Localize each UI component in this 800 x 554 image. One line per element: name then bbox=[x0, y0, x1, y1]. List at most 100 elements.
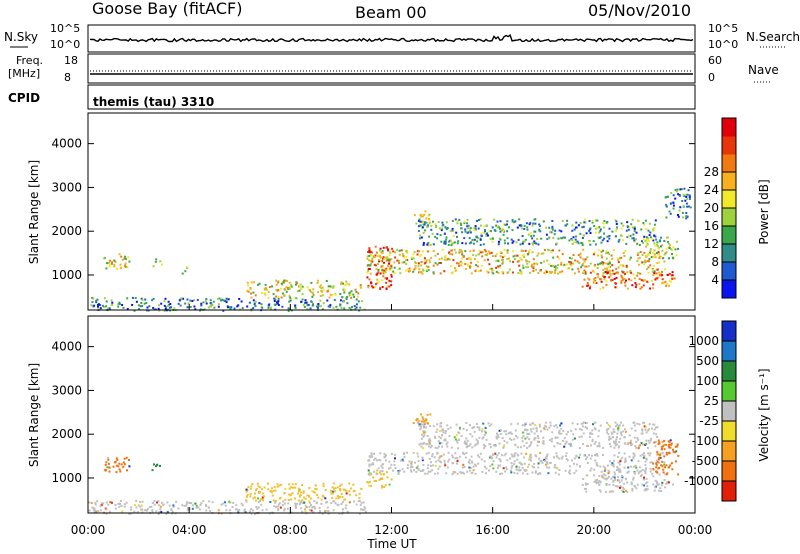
echo-cell bbox=[464, 443, 467, 446]
echo-cell bbox=[325, 509, 328, 512]
echo-cell bbox=[460, 249, 462, 252]
echo-cell bbox=[401, 458, 404, 461]
echo-cell bbox=[544, 421, 547, 424]
echo-cell bbox=[506, 258, 509, 260]
echo-cell bbox=[422, 463, 425, 466]
echo-cell bbox=[592, 474, 595, 477]
echo-cell bbox=[423, 258, 426, 261]
echo-cell bbox=[602, 222, 605, 225]
echo-cell bbox=[303, 508, 306, 511]
echo-cell bbox=[431, 469, 434, 472]
echo-cell bbox=[466, 258, 469, 260]
echo-cell bbox=[577, 270, 580, 273]
echo-cell bbox=[641, 254, 644, 256]
echo-cell bbox=[466, 225, 469, 228]
echo-cell bbox=[508, 268, 511, 271]
echo-cell bbox=[664, 466, 666, 469]
echo-cell bbox=[205, 302, 208, 305]
echo-cell bbox=[403, 470, 406, 473]
echo-cell bbox=[387, 264, 389, 267]
echo-cell bbox=[417, 460, 420, 463]
echo-cell bbox=[632, 273, 635, 276]
echo-cell bbox=[252, 299, 255, 302]
echo-cell bbox=[446, 466, 449, 469]
echo-cell bbox=[480, 232, 483, 235]
echo-cell bbox=[619, 485, 622, 488]
echo-cell bbox=[483, 447, 486, 449]
echo-cell bbox=[568, 256, 571, 259]
echo-cell bbox=[331, 492, 334, 495]
echo-cell bbox=[423, 434, 426, 437]
echo-cell bbox=[123, 457, 126, 460]
echo-cell bbox=[612, 484, 615, 486]
echo-cell bbox=[530, 235, 533, 238]
echo-cell bbox=[449, 253, 451, 256]
echo-cell bbox=[381, 477, 384, 480]
echo-cell bbox=[526, 226, 529, 229]
echo-cell bbox=[423, 221, 426, 224]
echo-cell bbox=[430, 224, 433, 227]
echo-cell bbox=[376, 281, 379, 284]
y-tick-label: 1000 bbox=[51, 471, 82, 485]
echo-cell bbox=[532, 265, 535, 268]
echo-cell bbox=[548, 226, 551, 229]
echo-cell bbox=[585, 422, 588, 424]
echo-cell bbox=[157, 504, 160, 507]
echo-cell bbox=[418, 423, 421, 426]
echo-cell bbox=[423, 257, 426, 260]
echo-cell bbox=[352, 483, 355, 486]
echo-cell bbox=[615, 223, 618, 225]
echo-cell bbox=[531, 422, 534, 425]
echo-cell bbox=[642, 456, 645, 459]
echo-cell bbox=[430, 444, 433, 447]
echo-cell bbox=[612, 475, 615, 478]
echo-cell bbox=[602, 454, 604, 457]
echo-cell bbox=[654, 479, 657, 482]
echo-cell bbox=[640, 473, 643, 476]
echo-cell bbox=[364, 510, 367, 513]
echo-cell bbox=[179, 304, 182, 307]
echo-cell bbox=[505, 430, 508, 433]
echo-cell bbox=[527, 432, 529, 435]
echo-cell bbox=[237, 509, 240, 512]
echo-cell bbox=[649, 250, 652, 253]
echo-cell bbox=[598, 444, 601, 447]
echo-cell bbox=[523, 469, 526, 471]
echo-cell bbox=[462, 427, 465, 430]
echo-cell bbox=[532, 222, 535, 225]
echo-cell bbox=[643, 279, 646, 282]
echo-cell bbox=[608, 269, 611, 272]
echo-cell bbox=[249, 487, 252, 490]
y-tick-label: 2000 bbox=[51, 427, 82, 441]
echo-cell bbox=[314, 484, 317, 487]
echo-cell bbox=[600, 250, 603, 253]
echo-cell bbox=[272, 293, 275, 296]
echo-cell bbox=[121, 510, 124, 513]
echo-cell bbox=[485, 472, 487, 475]
echo-cell bbox=[107, 456, 110, 459]
echo-cell bbox=[590, 467, 593, 470]
echo-cell bbox=[379, 470, 382, 473]
echo-cell bbox=[211, 501, 214, 504]
echo-cell bbox=[661, 440, 664, 443]
echo-cell bbox=[313, 500, 316, 503]
echo-cell bbox=[133, 510, 136, 513]
echo-cell bbox=[490, 455, 493, 458]
echo-cell bbox=[648, 423, 651, 426]
echo-cell bbox=[588, 220, 591, 222]
echo-cell bbox=[589, 262, 592, 265]
echo-cell bbox=[327, 288, 330, 291]
echo-cell bbox=[461, 242, 464, 245]
echo-cell bbox=[262, 492, 265, 495]
echo-cell bbox=[294, 497, 296, 500]
echo-cell bbox=[605, 252, 608, 255]
echo-cell bbox=[343, 291, 346, 294]
echo-cell bbox=[184, 270, 187, 273]
echo-cell bbox=[617, 240, 620, 243]
echo-cell bbox=[589, 457, 592, 460]
echo-cell bbox=[421, 250, 424, 253]
echo-cell bbox=[227, 298, 230, 301]
echo-cell bbox=[294, 507, 297, 509]
echo-cell bbox=[221, 298, 224, 301]
